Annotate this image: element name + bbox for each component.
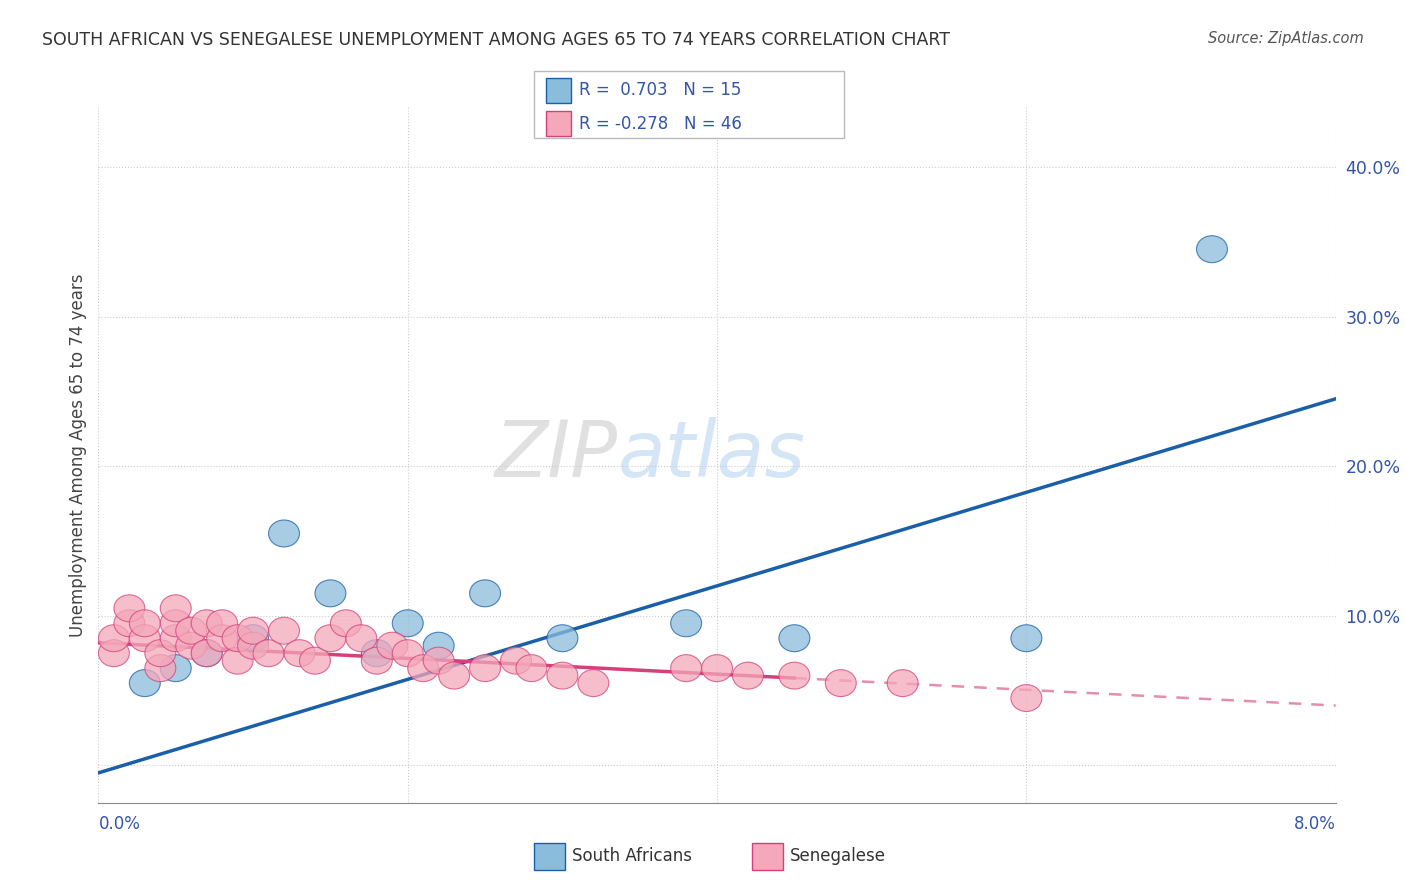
Y-axis label: Unemployment Among Ages 65 to 74 years: Unemployment Among Ages 65 to 74 years (69, 273, 87, 637)
Text: R = -0.278   N = 46: R = -0.278 N = 46 (579, 114, 742, 133)
Ellipse shape (1011, 684, 1042, 712)
Ellipse shape (547, 624, 578, 652)
Ellipse shape (408, 655, 439, 681)
Ellipse shape (129, 624, 160, 652)
Ellipse shape (578, 670, 609, 697)
Text: Source: ZipAtlas.com: Source: ZipAtlas.com (1208, 31, 1364, 46)
Ellipse shape (392, 610, 423, 637)
Ellipse shape (129, 610, 160, 637)
Ellipse shape (238, 632, 269, 659)
Ellipse shape (98, 640, 129, 666)
Ellipse shape (392, 640, 423, 666)
Ellipse shape (191, 610, 222, 637)
Ellipse shape (779, 624, 810, 652)
Ellipse shape (887, 670, 918, 697)
Ellipse shape (315, 580, 346, 607)
Ellipse shape (269, 520, 299, 547)
Ellipse shape (1011, 624, 1042, 652)
Ellipse shape (176, 632, 207, 659)
Ellipse shape (114, 610, 145, 637)
Ellipse shape (129, 670, 160, 697)
Ellipse shape (516, 655, 547, 681)
Ellipse shape (191, 640, 222, 666)
Ellipse shape (207, 610, 238, 637)
Ellipse shape (299, 648, 330, 674)
Ellipse shape (439, 662, 470, 690)
Ellipse shape (423, 632, 454, 659)
Ellipse shape (423, 648, 454, 674)
Ellipse shape (238, 617, 269, 644)
Ellipse shape (377, 632, 408, 659)
Ellipse shape (671, 655, 702, 681)
Text: SOUTH AFRICAN VS SENEGALESE UNEMPLOYMENT AMONG AGES 65 TO 74 YEARS CORRELATION C: SOUTH AFRICAN VS SENEGALESE UNEMPLOYMENT… (42, 31, 950, 49)
Ellipse shape (501, 648, 531, 674)
Ellipse shape (145, 640, 176, 666)
Ellipse shape (330, 610, 361, 637)
Ellipse shape (269, 617, 299, 644)
Ellipse shape (98, 624, 129, 652)
Ellipse shape (160, 655, 191, 681)
Ellipse shape (160, 595, 191, 622)
Ellipse shape (779, 662, 810, 690)
Ellipse shape (346, 624, 377, 652)
Ellipse shape (176, 617, 207, 644)
Text: ZIP: ZIP (495, 417, 619, 493)
Ellipse shape (1197, 235, 1227, 262)
Ellipse shape (470, 655, 501, 681)
Ellipse shape (470, 580, 501, 607)
Ellipse shape (222, 624, 253, 652)
Text: atlas: atlas (619, 417, 806, 493)
Ellipse shape (191, 640, 222, 666)
Text: Senegalese: Senegalese (790, 847, 886, 865)
Ellipse shape (284, 640, 315, 666)
Ellipse shape (207, 624, 238, 652)
Ellipse shape (671, 610, 702, 637)
Ellipse shape (547, 662, 578, 690)
Text: 8.0%: 8.0% (1294, 814, 1336, 833)
Ellipse shape (825, 670, 856, 697)
Ellipse shape (253, 640, 284, 666)
Ellipse shape (733, 662, 763, 690)
Ellipse shape (222, 648, 253, 674)
Ellipse shape (238, 624, 269, 652)
Ellipse shape (361, 640, 392, 666)
Text: South Africans: South Africans (572, 847, 692, 865)
Ellipse shape (702, 655, 733, 681)
Ellipse shape (114, 595, 145, 622)
Ellipse shape (160, 610, 191, 637)
Text: R =  0.703   N = 15: R = 0.703 N = 15 (579, 81, 741, 99)
Ellipse shape (361, 648, 392, 674)
Ellipse shape (145, 655, 176, 681)
Ellipse shape (315, 624, 346, 652)
Ellipse shape (160, 624, 191, 652)
Text: 0.0%: 0.0% (98, 814, 141, 833)
